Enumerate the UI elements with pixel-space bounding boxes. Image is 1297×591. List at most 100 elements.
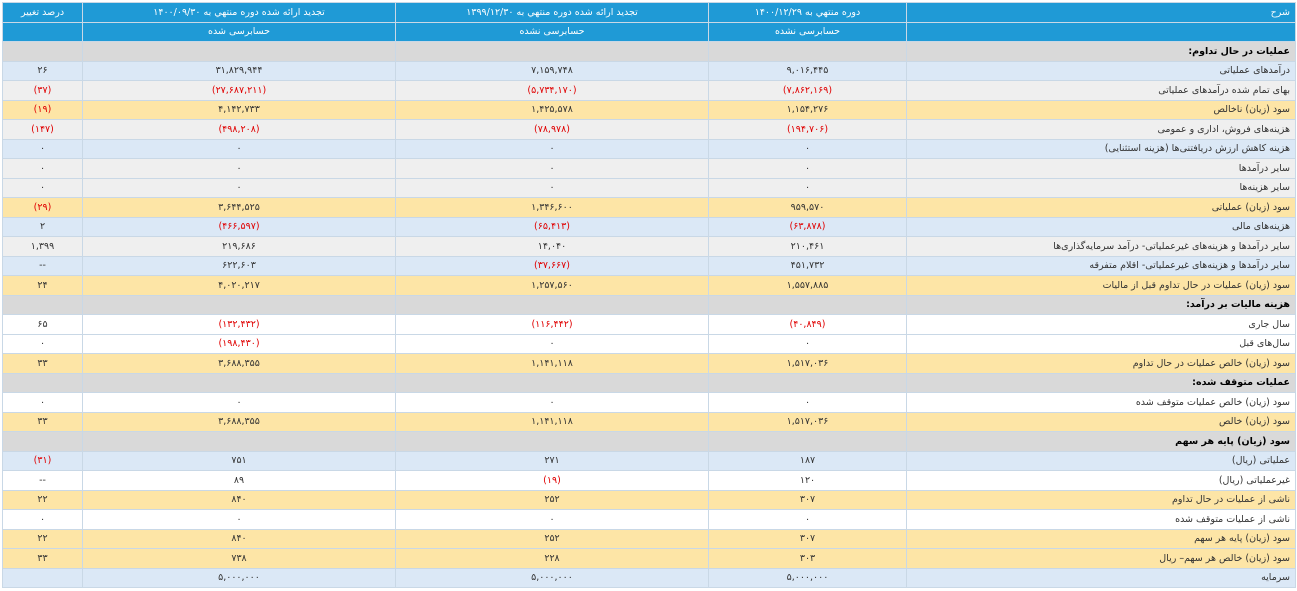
value-cell [2,372,83,393]
table-row: درآمدهای عملیاتی ۹,۰۱۶,۴۴۵ ۷,۱۵۹,۷۴۸ ۳۱,۸۲۹… [2,60,1296,81]
value-cell: ۰ [395,138,709,159]
subheader-audit-status: حسابرسی شده [82,21,396,42]
value-cell: (۷,۸۶۲,۱۶۹) [708,80,907,101]
value-cell [395,372,709,393]
value-cell: ۸۴۰ [82,489,396,510]
value-cell: ۷۳۸ [82,548,396,569]
value-cell: ۰ [708,509,907,530]
value-cell: ۱,۳۹۹ [2,236,83,257]
value-cell: (۱۴۷) [2,119,83,140]
table-row: غیرعملیاتی (ریال) ۱۲۰ (۱۹) ۸۹ -- [2,470,1296,491]
value-cell: (۱۹۴,۷۰۶) [708,119,907,140]
row-description: سود (زیان) خالص عملیات در حال تداوم [906,353,1296,374]
value-cell: (۱۹۸,۴۳۰) [82,333,396,354]
value-cell [708,372,907,393]
row-description: سایر هزینه‌ها [906,177,1296,198]
section-title: سود (زیان) پایه هر سهم [906,431,1296,452]
value-cell: (۲۹) [2,197,83,218]
section-row: عملیات متوقف شده: [2,372,1296,393]
value-cell: ۰ [708,177,907,198]
value-cell: ۱۴,۰۴۰ [395,236,709,257]
table-row: هزینه‌های فروش، اداری و عمومی (۱۹۴,۷۰۶) (۷… [2,119,1296,140]
value-cell: ۱۸۷ [708,450,907,471]
value-cell: ۲۱۰,۴۶۱ [708,236,907,257]
table-row: ناشی از عملیات متوقف شده ۰ ۰ ۰ ۰ [2,509,1296,530]
value-cell: -- [2,255,83,276]
table-row: هزینه کاهش ارزش دریافتنی‌ها (هزینه استثن… [2,138,1296,159]
value-cell [708,431,907,452]
header-description[interactable]: شرح [906,2,1296,23]
value-cell: ۱,۱۴۱,۱۱۸ [395,353,709,374]
subheader-empty [906,21,1296,42]
row-description: سود (زیان) خالص عملیات متوقف شده [906,392,1296,413]
header-period-1399-12-30[interactable]: تجدید ارائه شده دوره منتهي به ۱۳۹۹/۱۲/۳۰ [395,2,709,23]
value-cell: (۴۰,۸۴۹) [708,314,907,335]
value-cell: -- [2,470,83,491]
row-description: سود (زیان) پایه هر سهم [906,528,1296,549]
section-row: عملیات در حال تداوم: [2,41,1296,62]
value-cell: ۰ [395,158,709,179]
value-cell: ۳۳ [2,353,83,374]
header-period-1400-12-29[interactable]: دوره منتهي به ۱۴۰۰/۱۲/۲۹ [708,2,907,23]
table-row: سرمایه ۵,۰۰۰,۰۰۰ ۵,۰۰۰,۰۰۰ ۵,۰۰۰,۰۰۰ [2,567,1296,588]
row-description: سود (زیان) ناخالص [906,99,1296,120]
value-cell: ۲۲ [2,528,83,549]
value-cell: (۷۸,۹۷۸) [395,119,709,140]
value-cell [2,567,83,588]
value-cell: ۱,۲۵۷,۵۶۰ [395,275,709,296]
table-row: سود (زیان) ناخالص ۱,۱۵۴,۲۷۶ ۱,۴۲۵,۵۷۸ ۴,۱۴۲… [2,99,1296,120]
subheader-row: حسابرسی نشده حسابرسی نشده حسابرسی شده [2,21,1296,42]
value-cell: (۱۱۶,۴۴۲) [395,314,709,335]
value-cell: ۰ [2,392,83,413]
value-cell [2,294,83,315]
row-description: سایر درآمدها [906,158,1296,179]
value-cell: ۱,۴۲۵,۵۷۸ [395,99,709,120]
value-cell: ۹,۰۱۶,۴۴۵ [708,60,907,81]
table-row: ناشی از عملیات در حال تداوم ۳۰۷ ۲۵۲ ۸۴۰ ۲۲ [2,489,1296,510]
value-cell: ۸۴۰ [82,528,396,549]
value-cell: (۳۷,۶۶۷) [395,255,709,276]
header-percent-change[interactable]: درصد تغییر [2,2,83,23]
value-cell: ۳۳ [2,548,83,569]
value-cell: ۲۵۲ [395,489,709,510]
row-description: هزینه کاهش ارزش دریافتنی‌ها (هزینه استثن… [906,138,1296,159]
section-title: هزینه مالیات بر درآمد: [906,294,1296,315]
row-description: هزینه‌های مالی [906,216,1296,237]
value-cell: (۵,۷۳۴,۱۷۰) [395,80,709,101]
value-cell: ۳,۶۸۸,۳۵۵ [82,353,396,374]
value-cell [2,41,83,62]
value-cell: ۰ [708,158,907,179]
value-cell [708,41,907,62]
value-cell: (۳۷) [2,80,83,101]
row-description: سرمایه [906,567,1296,588]
header-period-1400-09-30[interactable]: تجدید ارائه شده دوره منتهي به ۱۴۰۰/۰۹/۳۰ [82,2,396,23]
value-cell: ۳۰۷ [708,528,907,549]
table-row: سایر هزینه‌ها ۰ ۰ ۰ ۰ [2,177,1296,198]
value-cell: ۲۱۹,۶۸۶ [82,236,396,257]
value-cell: ۰ [395,392,709,413]
row-description: بهای تمام شده درآمدهای عملیاتی [906,80,1296,101]
table-row: بهای تمام شده درآمدهای عملیاتی (۷,۸۶۲,۱۶۹… [2,80,1296,101]
row-description: سود (زیان) عملیاتی [906,197,1296,218]
value-cell: ۳۰۷ [708,489,907,510]
value-cell: ۰ [395,509,709,530]
value-cell: (۶۵,۴۱۳) [395,216,709,237]
table-row: سایر درآمدها و هزینه‌های غیرعملیاتی- اقل… [2,255,1296,276]
value-cell: ۵,۰۰۰,۰۰۰ [708,567,907,588]
value-cell [395,431,709,452]
value-cell: ۹۵۹,۵۷۰ [708,197,907,218]
value-cell: ۷۵۱ [82,450,396,471]
value-cell: ۰ [82,158,396,179]
value-cell: ۰ [708,138,907,159]
section-row: سود (زیان) پایه هر سهم [2,431,1296,452]
value-cell: (۶۳,۸۷۸) [708,216,907,237]
table-row: سود (زیان) خالص ۱,۵۱۷,۰۳۶ ۱,۱۴۱,۱۱۸ ۳,۶۸۸,۳… [2,411,1296,432]
value-cell: ۰ [2,138,83,159]
value-cell: ۸۹ [82,470,396,491]
value-cell: ۰ [82,177,396,198]
value-cell [82,294,396,315]
row-description: سال جاری [906,314,1296,335]
table-row: هزینه‌های مالی (۶۳,۸۷۸) (۶۵,۴۱۳) (۴۶۶,۵۹۷) ۲ [2,216,1296,237]
section-title: عملیات در حال تداوم: [906,41,1296,62]
